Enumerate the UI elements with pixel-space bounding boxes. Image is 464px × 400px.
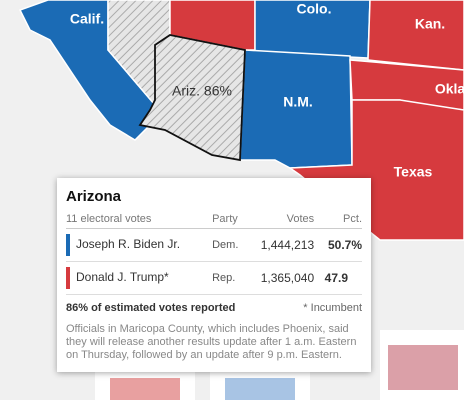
state-label: Ariz. 86% [172, 83, 232, 99]
header: Votes [245, 213, 315, 229]
pct: 50.7% [314, 228, 362, 262]
votes: 1,365,040 [245, 261, 315, 295]
state-label: N.M. [283, 94, 313, 110]
results-table: 11 electoral votes Party Votes Pct. Jose… [66, 213, 362, 295]
kansas[interactable] [367, 0, 464, 71]
party: Dem. [212, 228, 246, 262]
note: Officials in Maricopa County, which incl… [66, 323, 357, 361]
pct: 47.9 [314, 261, 362, 295]
candidate: Joseph R. Biden Jr. [76, 237, 181, 252]
state-label: Calif. [70, 11, 104, 27]
state-label: Kan. [415, 16, 445, 32]
footnote: * Incumbent [303, 302, 362, 314]
candidate: Donald J. Trump* [76, 270, 169, 285]
reported: 86% of estimated votes reported [66, 302, 236, 314]
tooltip: Arizona 11 electoral votes Party Votes P… [57, 178, 371, 372]
state-label: Colo. [297, 1, 332, 17]
header: Party [212, 213, 246, 229]
state-label: Texas [394, 164, 433, 180]
header: 11 electoral votes [66, 213, 213, 229]
header: Pct. [314, 213, 362, 229]
tooltip-title: Arizona [66, 188, 122, 205]
arizona[interactable] [138, 34, 246, 162]
state-label: Okla [435, 81, 464, 97]
mini-maps [95, 330, 464, 400]
party: Rep. [212, 261, 246, 295]
votes: 1,444,213 [245, 228, 315, 262]
